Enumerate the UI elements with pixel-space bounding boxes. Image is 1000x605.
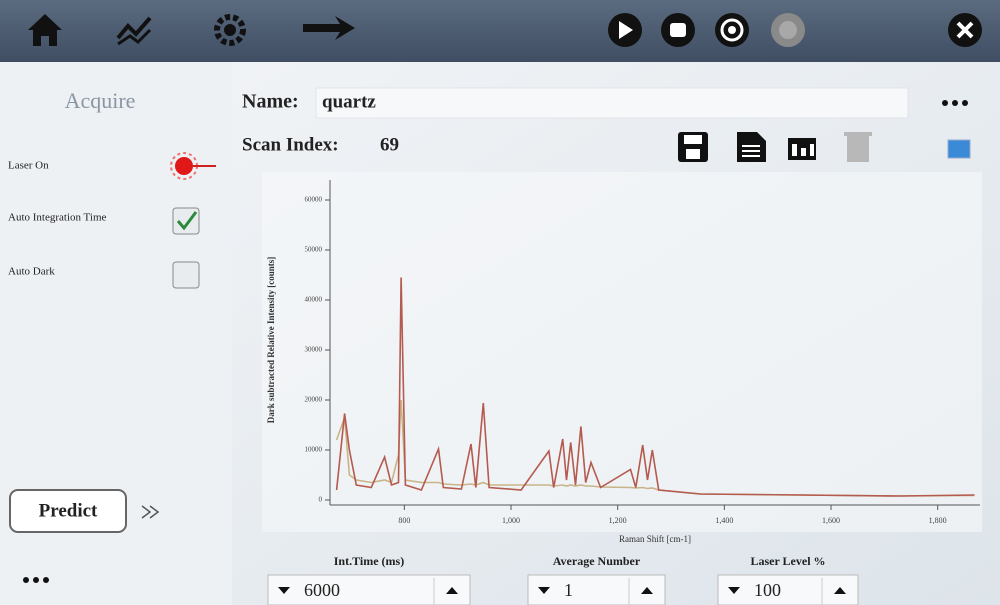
x-tick-label: 1,800 (929, 516, 947, 525)
spectrum-line (335, 399, 975, 497)
more-menu-right[interactable] (942, 100, 968, 106)
plot: 0 10000 20000 30000 40000 50000 60000 800 1,000 1… (305, 196, 975, 525)
x-tick-label: 1,000 (502, 516, 520, 525)
x-tick-label: 1,200 (609, 516, 627, 525)
save-button[interactable] (678, 132, 708, 162)
delete-button[interactable] (844, 132, 872, 162)
name-input[interactable] (315, 87, 909, 119)
y-tick-label: 60000 (305, 196, 323, 204)
y-tick-label: 10000 (305, 446, 323, 454)
control-value[interactable]: 6000 (304, 580, 340, 600)
control-label: Laser Level % (750, 554, 825, 568)
decrement-button[interactable] (538, 587, 550, 594)
increment-button[interactable] (834, 587, 846, 594)
plot-area (262, 172, 982, 532)
control-box (717, 574, 859, 605)
y-tick-label: 30000 (305, 346, 323, 354)
file-button[interactable] (737, 132, 766, 162)
toolbar (0, 0, 1000, 62)
control-label: Int.Time (ms) (334, 554, 404, 568)
control-label: Average Number (553, 554, 641, 568)
x-tick-label: 1,400 (715, 516, 733, 525)
control-value[interactable]: 1 (564, 580, 573, 600)
close-button[interactable] (948, 13, 982, 47)
control-box (527, 574, 666, 605)
predict-label: Predict (39, 500, 98, 521)
increment-button[interactable] (446, 587, 458, 594)
x-tick-label: 800 (398, 516, 410, 525)
y-tick-label: 50000 (305, 246, 323, 254)
auto-integration-label: Auto Integration Time (8, 212, 107, 224)
name-label: Name: (242, 91, 299, 113)
scan-index-label: Scan Index: (242, 134, 339, 155)
auto-dark-label: Auto Dark (8, 266, 55, 278)
home-button[interactable] (28, 14, 62, 46)
x-tick-label: 1,600 (822, 516, 840, 525)
x-axis-title: Raman Shift [cm-1] (619, 534, 691, 544)
auto-dark-checkbox[interactable] (172, 261, 200, 289)
decrement-button[interactable] (728, 587, 740, 594)
chart-button[interactable] (116, 16, 152, 46)
increment-button[interactable] (641, 587, 653, 594)
decrement-button[interactable] (278, 587, 290, 594)
panel-title: Acquire (65, 88, 136, 113)
y-tick-label: 20000 (305, 396, 323, 404)
laser-on-label: Laser On (8, 160, 49, 172)
control-box (267, 574, 471, 605)
y-tick-label: 0 (319, 496, 323, 504)
y-axis-title: Dark subtracted Relative Intensity [coun… (266, 257, 276, 424)
stop-button[interactable] (771, 13, 805, 47)
controls: Int.Time (ms) 6000 Average Number 1 Laser Le… (267, 554, 859, 605)
forward-button[interactable] (303, 16, 355, 40)
target-button[interactable] (715, 13, 749, 47)
auto-integration-checkbox[interactable] (172, 207, 200, 235)
spectrum-line (335, 277, 975, 497)
laser-toggle[interactable] (170, 152, 216, 180)
export-button[interactable] (788, 138, 816, 160)
settings-button[interactable] (214, 14, 246, 46)
record-button[interactable] (661, 13, 695, 47)
y-tick-label: 40000 (305, 296, 323, 304)
control-value[interactable]: 100 (754, 580, 781, 600)
predict-button[interactable]: Predict (9, 489, 127, 533)
expand-icon[interactable] (141, 505, 160, 519)
scan-index-value: 69 (380, 134, 399, 155)
window-toggle[interactable] (947, 139, 971, 159)
more-menu-left[interactable] (23, 577, 49, 583)
name-value: quartz (322, 91, 376, 112)
play-button[interactable] (608, 13, 642, 47)
